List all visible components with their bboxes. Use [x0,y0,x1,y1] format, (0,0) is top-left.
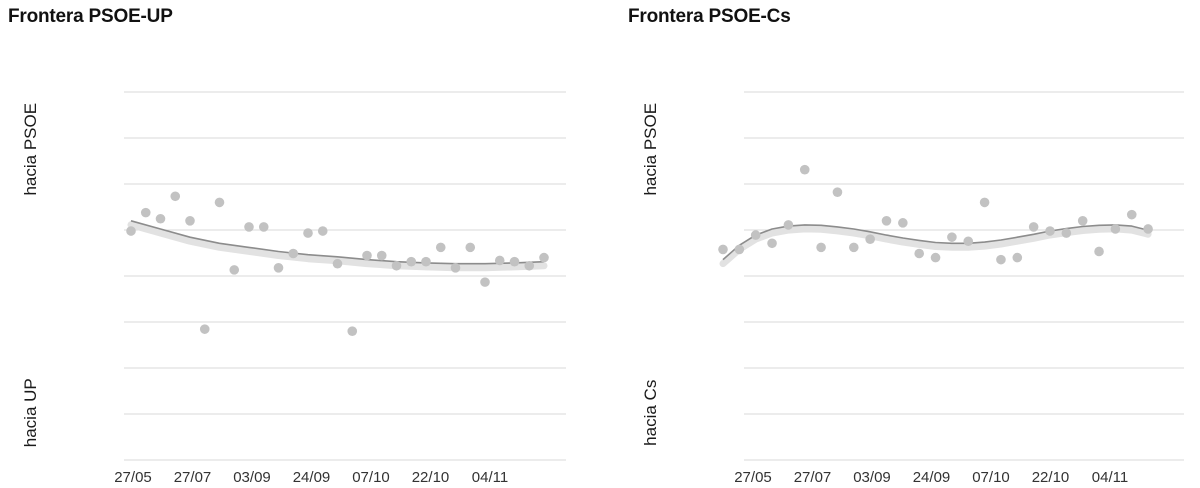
data-point [881,216,892,226]
chart-svg: hacia PSOE hacia Cs 27/05 27/07 03/09 24/09 07… [641,91,1184,486]
x-tick-label: 03/09 [233,469,271,486]
x-tick-label: 04/11 [472,469,508,486]
x-tick-label: 27/07 [794,469,832,486]
data-point [155,213,166,224]
data-point [1094,246,1104,257]
data-point [317,226,328,236]
data-point [1143,224,1153,234]
data-point [465,242,476,253]
data-point [391,260,402,271]
y-label-bottom: hacia Cs [641,380,660,446]
y-label-bottom: hacia UP [21,378,40,447]
x-tick-label: 22/10 [412,469,450,486]
data-point [244,222,254,232]
chart-svg: hacia PSOE hacia UP 27/05 27/07 03/09 24/09 07… [21,91,566,486]
data-point [718,244,728,255]
chart-title: Frontera PSOE-Cs [628,6,791,27]
data-point [362,250,372,261]
data-point [849,242,859,253]
data-point [303,228,313,238]
data-point [979,197,990,208]
data-point [767,238,777,249]
data-points [126,191,549,337]
data-point [832,187,843,197]
data-point [347,326,358,337]
x-tick-label: 27/07 [174,469,212,486]
trend-line [130,220,545,265]
data-point [288,248,299,259]
data-point [258,222,269,232]
data-point [898,218,908,228]
y-label-top: hacia PSOE [21,103,40,196]
data-point [273,263,284,273]
data-point [1061,228,1072,238]
data-point [199,324,210,334]
data-point [509,256,520,267]
data-point [1126,209,1137,220]
data-point [783,220,794,230]
x-tick-label: 03/09 [853,469,891,486]
data-point [376,250,387,261]
x-tick-label: 27/05 [114,469,152,486]
data-point [865,234,875,244]
data-point [170,191,181,202]
data-points [718,164,1153,265]
x-ticks: 27/05 27/07 03/09 24/09 07/10 22/10 04/11 [114,469,508,486]
x-tick-label: 22/10 [1032,469,1070,486]
x-ticks: 27/05 27/07 03/09 24/09 07/10 22/10 04/11 [734,469,1128,486]
trend-line [722,224,1149,261]
data-point [126,226,136,236]
data-point [494,255,505,266]
gridlines [744,91,1184,461]
data-point [1028,222,1039,232]
data-point [539,252,549,263]
data-point [750,230,761,240]
data-point [947,232,957,242]
data-point [734,244,745,255]
data-point [799,164,810,175]
data-point [996,254,1006,265]
chart-title: Frontera PSOE-UP [8,6,173,27]
data-point [816,242,826,253]
x-tick-label: 27/05 [734,469,772,486]
x-tick-label: 07/10 [972,469,1010,486]
data-point [963,236,974,247]
chart-panel-psoe-up: Frontera PSOE-UP hacia PSOE hacia UP 27/05… [8,6,566,486]
x-tick-label: 04/11 [1092,469,1128,486]
data-point [421,256,431,267]
data-point [450,263,461,273]
data-point [406,256,417,267]
data-point [930,252,941,263]
data-point [1045,226,1055,236]
chart-panel-psoe-cs: Frontera PSOE-Cs hacia PSOE hacia Cs 27/05… [600,0,1200,488]
data-point [480,277,490,287]
x-tick-label: 24/09 [293,469,331,486]
data-point [332,258,343,269]
x-tick-label: 24/09 [913,469,951,486]
data-point [1077,216,1088,226]
data-point [435,242,446,253]
trend-band [719,225,1152,268]
y-label-top: hacia PSOE [641,103,660,196]
data-point [914,248,924,259]
data-point [214,197,225,208]
data-point [1110,224,1121,234]
data-point [1012,252,1023,263]
data-point [229,265,240,275]
data-point [524,260,535,271]
gridlines [124,91,566,461]
x-tick-label: 07/10 [352,469,390,486]
data-point [140,207,151,218]
data-point [185,216,195,226]
